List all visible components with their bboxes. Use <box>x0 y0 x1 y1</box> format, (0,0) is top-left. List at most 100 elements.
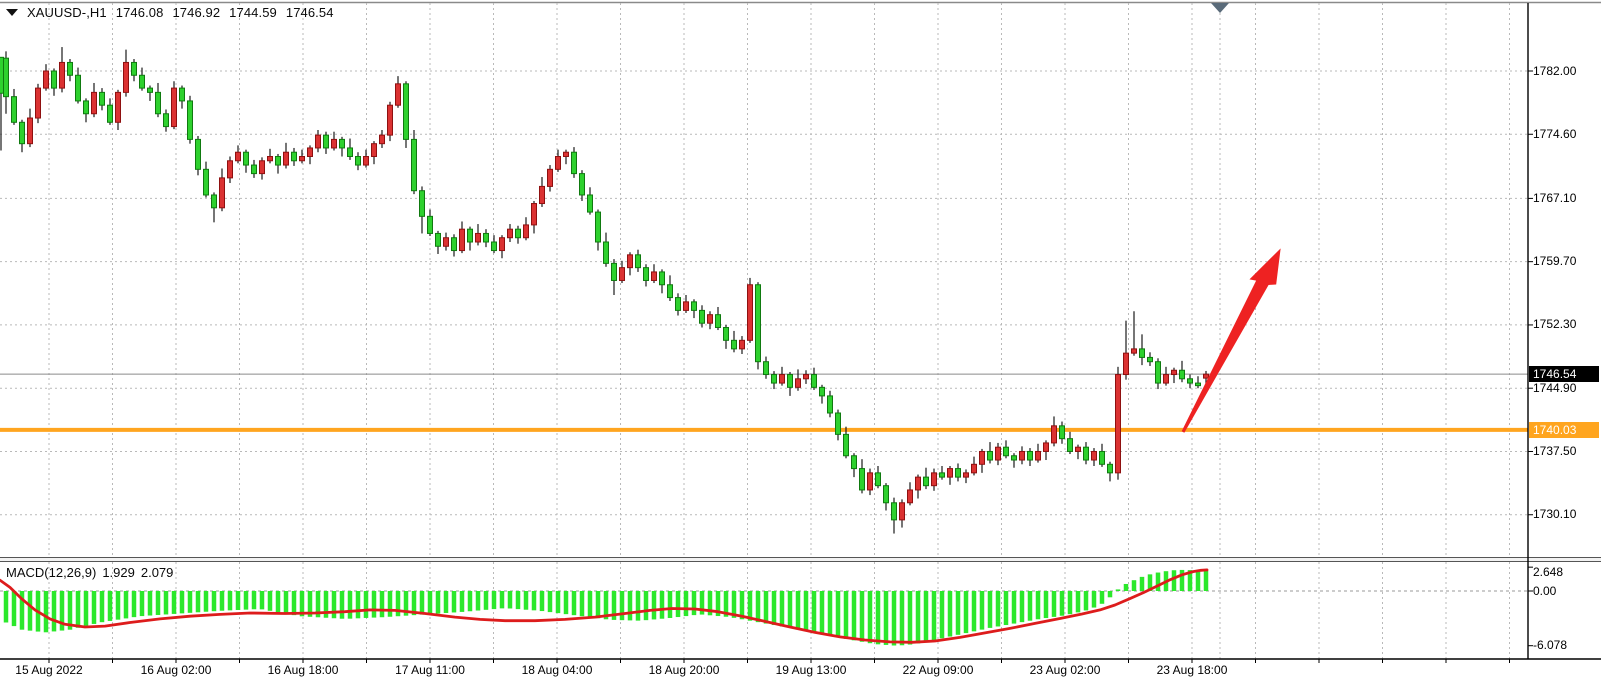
macd-signal-value: 2.079 <box>140 565 174 580</box>
candle-body <box>35 87 41 119</box>
macd-histogram-bar <box>323 591 329 618</box>
panel-separator[interactable] <box>0 557 1601 562</box>
macd-scale-label: 2.648 <box>1533 565 1564 579</box>
macd-histogram-bar <box>499 591 505 609</box>
macd-histogram-bar <box>635 591 641 621</box>
candle-body <box>731 339 737 350</box>
bar-low-value: 1744.59 <box>229 5 277 20</box>
macd-histogram-bar <box>971 591 977 632</box>
candle-body <box>11 96 17 123</box>
candle-body <box>411 138 417 192</box>
candle-body <box>419 190 425 217</box>
macd-histogram-bar <box>987 591 993 628</box>
macd-histogram-bar <box>523 591 529 610</box>
macd-histogram-bar <box>427 591 433 615</box>
candle-body <box>203 168 209 196</box>
candle-body <box>0 56 4 94</box>
price-axis-label: 1752.30 <box>1533 317 1577 332</box>
candle-body <box>675 297 681 311</box>
candle-body <box>299 156 305 162</box>
macd-histogram-bar <box>595 591 601 619</box>
candle-body <box>795 378 801 388</box>
macd-histogram-bar <box>915 591 921 644</box>
macd-histogram-bar <box>315 591 321 618</box>
candle-body <box>331 138 337 149</box>
candle-body <box>923 476 929 487</box>
macd-histogram-bar <box>51 591 57 632</box>
chart-shift-marker-icon[interactable] <box>1211 3 1229 13</box>
macd-histogram-bar <box>947 591 953 637</box>
macd-histogram-bar <box>939 591 945 639</box>
price-axis-label: 1759.70 <box>1533 254 1577 269</box>
macd-histogram-bar <box>931 591 937 640</box>
macd-histogram-bar <box>99 591 105 623</box>
candle-body <box>587 194 593 213</box>
macd-histogram-bar <box>1035 591 1041 620</box>
macd-histogram-bar <box>203 591 209 612</box>
macd-histogram-bar <box>195 591 201 613</box>
candle-body <box>1155 361 1161 384</box>
macd-histogram-bar <box>291 591 297 616</box>
candle-body <box>371 143 377 158</box>
macd-histogram-bar <box>683 591 689 617</box>
macd-histogram-bar <box>611 591 617 620</box>
macd-histogram-bar <box>579 591 585 617</box>
candle-body <box>939 472 945 478</box>
candle-body <box>395 83 401 106</box>
macd-histogram-bar <box>91 591 97 624</box>
candle-body <box>227 160 233 179</box>
macd-histogram-bar <box>1059 591 1065 616</box>
candle-body <box>19 121 25 145</box>
macd-histogram-bar <box>131 591 137 618</box>
candle-body <box>971 463 977 474</box>
candle-body <box>59 61 65 89</box>
candle-body <box>51 70 57 89</box>
candle-body <box>555 156 561 170</box>
collapse-chart-icon[interactable] <box>6 9 18 16</box>
candle-body <box>99 91 105 106</box>
candle-body <box>243 151 249 166</box>
macd-histogram-bar <box>155 591 161 615</box>
candle-body <box>459 228 465 252</box>
macd-histogram-bar <box>1187 570 1193 591</box>
candle-body <box>571 151 577 175</box>
macd-histogram-bar <box>243 591 249 610</box>
macd-histogram-bar <box>419 591 425 615</box>
macd-histogram-bar <box>899 591 905 646</box>
price-axis-label: 1737.50 <box>1533 443 1577 458</box>
candle-body <box>739 339 745 350</box>
candle-body <box>291 151 297 162</box>
macd-histogram-bar <box>755 591 761 623</box>
macd-histogram-bar <box>547 591 553 613</box>
candle-body <box>915 476 921 491</box>
macd-histogram-bar <box>1195 570 1201 591</box>
macd-histogram-bar <box>827 591 833 636</box>
macd-histogram-bar <box>339 591 345 619</box>
macd-histogram-bar <box>787 591 793 628</box>
macd-histogram-bar <box>731 591 737 618</box>
macd-histogram-bar <box>651 591 657 620</box>
candle-body <box>131 61 137 76</box>
candle-body <box>979 450 985 465</box>
price-axis-label: 1767.10 <box>1533 190 1577 205</box>
candle-body <box>443 237 449 247</box>
candle-body <box>547 168 553 187</box>
candle-body <box>595 211 601 243</box>
bar-open-value: 1746.08 <box>115 5 164 20</box>
macd-histogram-bar <box>659 591 665 619</box>
time-axis-label: 17 Aug 11:00 <box>395 663 465 677</box>
time-axis-label: 22 Aug 09:00 <box>902 663 974 677</box>
candle-body <box>955 468 961 478</box>
trend-arrow[interactable] <box>1172 242 1293 438</box>
candle-body <box>931 472 937 487</box>
candle-body <box>435 232 441 247</box>
macd-histogram-bar <box>1051 591 1057 617</box>
candle-body <box>883 485 889 504</box>
macd-histogram-bar <box>627 591 633 621</box>
candle-body <box>187 100 193 140</box>
candle-body <box>715 314 721 328</box>
candle-body <box>339 138 345 149</box>
candle-body <box>107 104 113 123</box>
candle-body <box>1099 450 1105 465</box>
